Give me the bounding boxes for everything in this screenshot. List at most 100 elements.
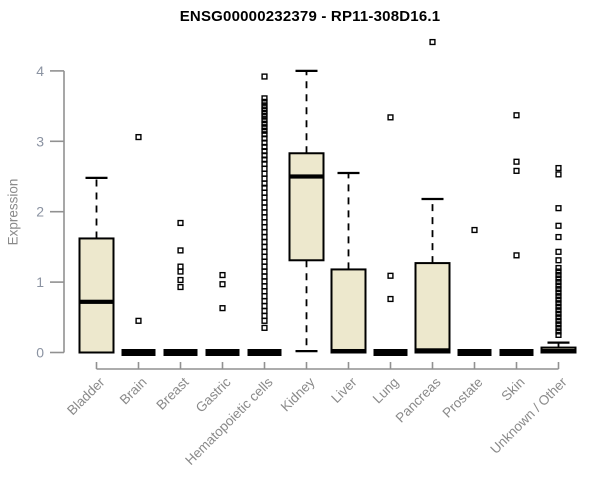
outlier-point — [555, 324, 562, 331]
collapsed-box — [163, 349, 198, 356]
outlier-point — [261, 253, 268, 260]
collapsed-box — [247, 349, 282, 356]
outlier-point — [261, 170, 268, 177]
outlier-point — [261, 120, 268, 127]
outlier-point — [261, 229, 268, 236]
outlier-point — [555, 289, 562, 296]
boxplot-liver — [330, 171, 367, 354]
outlier-point — [261, 317, 268, 324]
outlier-point — [261, 233, 268, 241]
outlier-point — [177, 283, 184, 291]
outlier-point — [261, 273, 268, 280]
y-axis: 0 1 2 3 4 — [36, 63, 65, 361]
outlier-point — [555, 268, 562, 275]
collapsed-box — [457, 349, 492, 356]
iqr-box — [288, 152, 325, 262]
outlier-point — [513, 158, 520, 165]
boxplot-pancreas — [414, 38, 451, 354]
category-label-pancreas: Pancreas — [393, 374, 444, 425]
boxplot-hematopoietic-cells — [247, 73, 282, 356]
category-label-gastric: Gastric — [193, 374, 234, 415]
category-label-skin: Skin — [498, 375, 527, 404]
outlier-point — [555, 321, 562, 328]
outlier-point — [555, 271, 562, 279]
outlier-point — [261, 209, 268, 216]
outlier-point — [555, 303, 562, 310]
outlier-point — [261, 263, 268, 270]
outlier-point — [219, 305, 226, 312]
outlier-point — [177, 263, 184, 270]
outlier-point — [261, 194, 268, 201]
outlier-point — [261, 95, 268, 102]
outlier-point — [261, 278, 268, 285]
outlier-point — [555, 307, 562, 314]
iqr-box — [78, 237, 115, 354]
outlier-point — [555, 222, 562, 229]
outlier-point — [261, 127, 268, 134]
outlier-point — [555, 205, 562, 212]
outlier-point — [555, 310, 562, 317]
outlier-point — [387, 272, 394, 279]
outlier-point — [261, 199, 268, 206]
outlier-point — [261, 224, 268, 231]
outlier-point — [555, 317, 562, 324]
collapsed-box — [205, 349, 240, 356]
outlier-point — [177, 268, 184, 275]
category-label-liver: Liver — [328, 374, 360, 406]
boxplot-breast — [163, 219, 198, 356]
median-line — [289, 174, 324, 179]
y-axis-tick-label: 1 — [36, 274, 44, 290]
collapsed-box — [373, 349, 408, 356]
outlier-point — [555, 300, 562, 307]
outlier-point — [261, 302, 268, 310]
outlier-point — [261, 113, 268, 120]
boxplot-bladder — [78, 176, 115, 354]
category-label-bladder: Bladder — [64, 374, 108, 418]
outlier-point — [261, 324, 268, 331]
outlier-point — [135, 317, 142, 324]
outlier-point — [513, 167, 520, 174]
median-line — [415, 348, 450, 353]
outlier-point — [177, 247, 184, 254]
outlier-point — [471, 226, 478, 234]
outlier-point — [513, 252, 520, 259]
outlier-point — [261, 124, 268, 131]
outlier-point — [555, 248, 562, 255]
outlier-point — [261, 307, 268, 315]
outlier-point — [261, 248, 268, 255]
median-line — [541, 348, 576, 354]
median-line — [331, 348, 366, 354]
outlier-point — [177, 219, 184, 227]
outlier-point — [261, 238, 268, 246]
y-axis-tick-label: 4 — [36, 63, 44, 79]
outlier-point — [261, 165, 268, 172]
boxplot-prostate — [457, 226, 492, 356]
outlier-point — [261, 288, 268, 295]
chart-title: ENSG00000232379 - RP11-308D16.1 — [179, 8, 441, 25]
outlier-point — [261, 293, 268, 300]
outlier-point — [555, 275, 562, 282]
boxplot-kidney — [288, 69, 325, 353]
outlier-point — [555, 296, 562, 303]
boxplot-unknown-other — [540, 164, 577, 354]
outlier-point — [261, 214, 268, 221]
outlier-point — [261, 175, 268, 182]
collapsed-box — [499, 349, 534, 356]
outlier-point — [135, 133, 142, 141]
category-label-breast: Breast — [153, 374, 191, 412]
collapsed-box — [121, 349, 156, 356]
outlier-point — [261, 219, 268, 226]
outlier-point — [261, 98, 268, 105]
outlier-point — [555, 257, 562, 264]
boxplot-skin — [499, 112, 534, 356]
boxplot-lung — [373, 114, 408, 356]
outlier-point — [261, 258, 268, 265]
category-label-unknown-other: Unknown / Other — [487, 374, 570, 457]
iqr-box — [330, 268, 367, 354]
outlier-point — [261, 268, 268, 275]
outlier-point — [261, 73, 268, 80]
category-label-kidney: Kidney — [278, 374, 318, 414]
